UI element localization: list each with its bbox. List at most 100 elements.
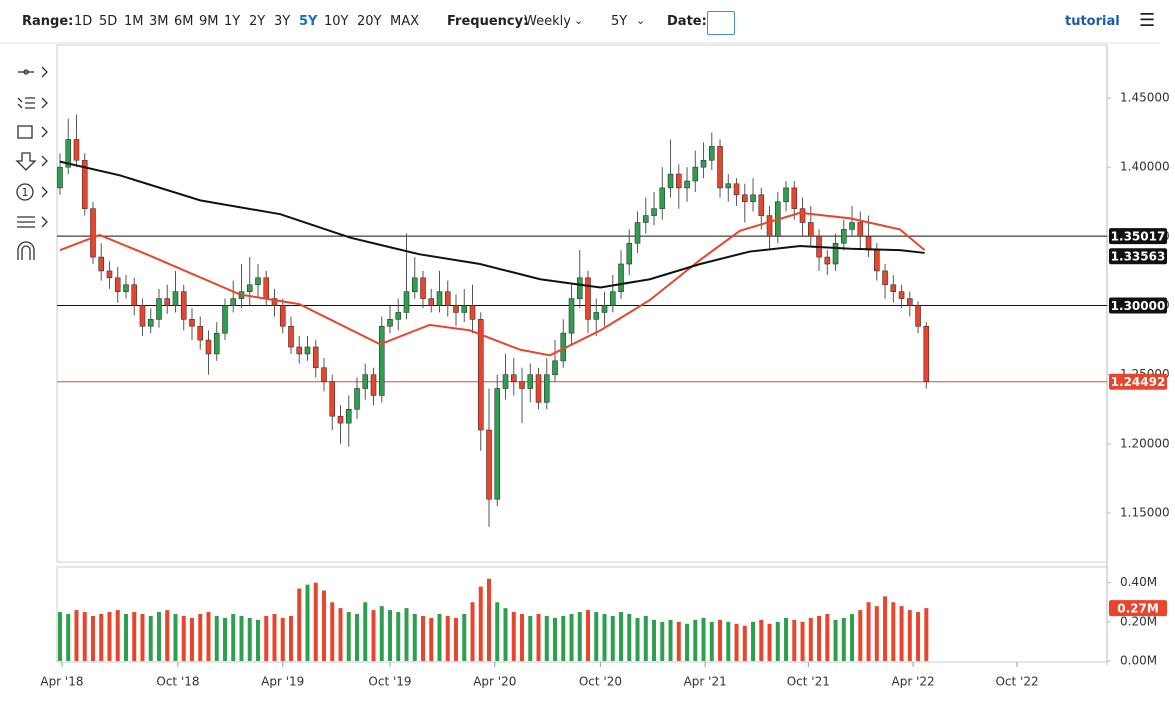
candle-body xyxy=(519,381,525,389)
volume-bar xyxy=(165,610,170,661)
candle-body xyxy=(824,256,831,265)
volume-bar xyxy=(553,617,558,661)
volume-bar xyxy=(544,615,549,661)
candle-body xyxy=(197,325,204,341)
range-option[interactable]: 1Y xyxy=(224,14,241,29)
candle-body xyxy=(692,166,699,182)
candle-body xyxy=(395,312,402,320)
range-option[interactable]: 10Y xyxy=(324,14,349,29)
range-option[interactable]: 1M xyxy=(124,14,144,29)
candle-body xyxy=(535,374,542,403)
plot-frame xyxy=(56,44,1108,563)
range-option[interactable]: 2Y xyxy=(249,14,266,29)
volume-bar xyxy=(742,625,747,661)
volume-bar xyxy=(181,615,186,661)
range-option[interactable]: 1D xyxy=(74,14,93,29)
candle-body xyxy=(98,256,105,272)
volume-bar xyxy=(189,617,194,661)
volume-bar xyxy=(619,612,624,661)
candle-body xyxy=(832,242,839,265)
volume-frame xyxy=(56,566,1108,663)
candle-body xyxy=(205,339,212,355)
volume-bar xyxy=(767,623,772,661)
level-label: 1.35017 xyxy=(1111,230,1166,244)
y-tick-label: 1.40000 xyxy=(1120,160,1170,174)
range-option[interactable]: 3M xyxy=(149,14,169,29)
moving-average xyxy=(59,211,926,357)
volume-bar xyxy=(899,606,904,661)
candle-body xyxy=(890,284,897,292)
volume-bar xyxy=(272,614,277,661)
volume-bar xyxy=(660,621,665,661)
candle-body xyxy=(189,319,195,327)
candle-body xyxy=(552,360,558,375)
volume-bar xyxy=(635,617,640,661)
frequency-select[interactable]: Weekly xyxy=(524,14,571,29)
candle-body xyxy=(675,173,682,189)
volume-bar xyxy=(470,602,475,661)
candle-body xyxy=(543,374,550,403)
candle-body xyxy=(915,305,921,327)
date-label: Date: xyxy=(667,14,707,29)
range-option[interactable]: 3Y xyxy=(274,14,291,29)
x-tick-label: Oct '21 xyxy=(787,675,830,689)
volume-bar xyxy=(297,588,302,661)
volume-bar xyxy=(652,619,657,661)
candle-body xyxy=(717,146,723,189)
range-option[interactable]: 9M xyxy=(199,14,219,29)
range-option[interactable]: MAX xyxy=(390,14,420,29)
x-tick-label: Oct '22 xyxy=(995,675,1038,689)
volume-bar xyxy=(148,615,153,661)
period-select[interactable]: 5Y xyxy=(611,14,628,29)
volume-bar xyxy=(321,590,326,661)
volume-bar xyxy=(833,619,838,661)
volume-bar xyxy=(586,610,591,661)
range-label: Range: xyxy=(22,14,74,29)
volume-bar xyxy=(759,619,764,661)
range-option[interactable]: 5D xyxy=(99,14,118,29)
menu-button[interactable]: ☰ xyxy=(1139,10,1156,31)
candle-body xyxy=(568,298,575,334)
level-box xyxy=(1109,373,1167,390)
candle-body xyxy=(444,291,451,306)
volume-bar xyxy=(751,621,756,661)
candle-body xyxy=(874,249,880,272)
candle-body xyxy=(172,291,179,306)
y-tick-label: 1.45000 xyxy=(1120,90,1170,104)
volume-bar xyxy=(74,610,79,661)
candle-body xyxy=(576,277,583,299)
calendar-button[interactable] xyxy=(707,11,735,35)
volume-bar xyxy=(222,617,227,661)
volume-bar xyxy=(676,621,681,661)
volume-bar xyxy=(371,610,376,661)
volume-bar xyxy=(800,621,805,661)
candle-body xyxy=(230,298,237,306)
candle-body xyxy=(469,305,476,320)
volume-bar xyxy=(330,602,335,661)
range-option[interactable]: 5Y xyxy=(299,14,318,29)
candle-body xyxy=(502,374,509,389)
candle-body xyxy=(494,388,501,500)
volume-bar xyxy=(231,614,236,661)
volume-bar xyxy=(454,617,459,661)
candle-body xyxy=(378,325,385,396)
ma-box xyxy=(1109,248,1167,265)
candle-body xyxy=(73,139,80,161)
tutorial-link[interactable]: tutorial xyxy=(1065,14,1120,29)
candle-body xyxy=(147,319,154,327)
volume-bar xyxy=(132,612,137,661)
candle-body xyxy=(354,388,360,410)
candle-body xyxy=(799,208,806,223)
range-option[interactable]: 20Y xyxy=(357,14,382,29)
volume-tick-label: 0.20M xyxy=(1120,614,1157,628)
candle-body xyxy=(139,305,146,327)
volume-bar xyxy=(462,614,467,661)
volume-bar xyxy=(734,623,739,661)
volume-bar xyxy=(907,610,912,661)
volume-bar xyxy=(123,614,128,661)
range-option[interactable]: 6M xyxy=(174,14,194,29)
volume-bar xyxy=(412,614,417,661)
x-tick-label: Apr '19 xyxy=(261,675,304,689)
volume-bar xyxy=(156,612,161,661)
volume-bar xyxy=(561,615,566,661)
